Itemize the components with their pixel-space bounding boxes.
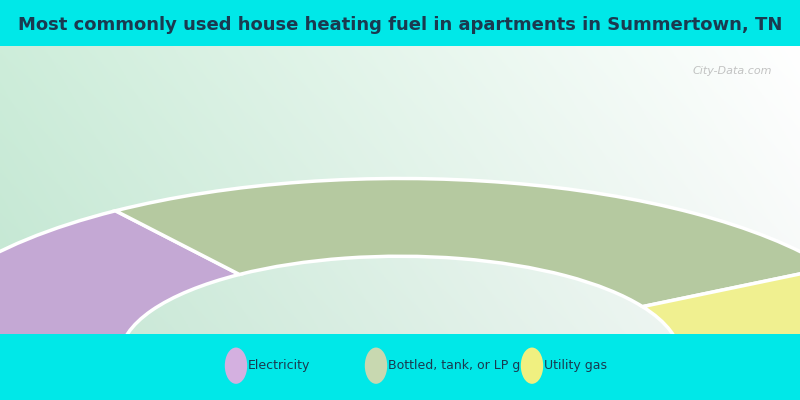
- Text: Bottled, tank, or LP gas: Bottled, tank, or LP gas: [388, 359, 534, 372]
- Text: Utility gas: Utility gas: [544, 359, 607, 372]
- Wedge shape: [642, 268, 800, 357]
- Text: Electricity: Electricity: [248, 359, 310, 372]
- Ellipse shape: [365, 348, 387, 384]
- Ellipse shape: [521, 348, 543, 384]
- Ellipse shape: [225, 348, 247, 384]
- Wedge shape: [0, 211, 239, 357]
- Text: Most commonly used house heating fuel in apartments in Summertown, TN: Most commonly used house heating fuel in…: [18, 16, 782, 34]
- Text: City-Data.com: City-Data.com: [693, 66, 772, 76]
- Wedge shape: [115, 178, 800, 307]
